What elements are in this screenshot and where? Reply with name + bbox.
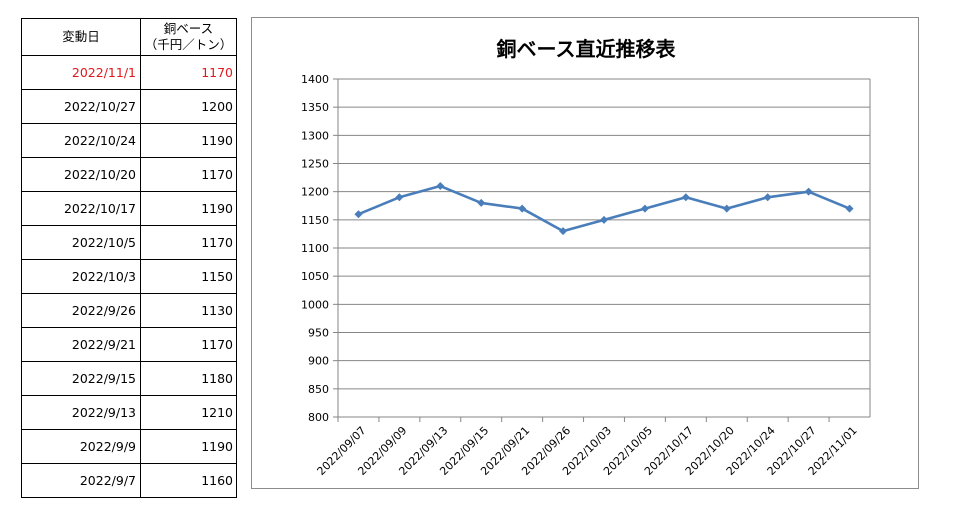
y-tick-label: 1350	[301, 101, 329, 114]
date-cell: 2022/10/17	[21, 191, 141, 226]
chart-title: 銅ベース直近推移表	[497, 37, 677, 61]
data-point-marker	[763, 193, 772, 202]
date-column-header: 変動日	[21, 18, 141, 56]
price-cell: 1170	[140, 225, 237, 260]
y-tick-label: 1300	[301, 129, 329, 142]
table-row: 2022/10/5 1170	[21, 225, 237, 260]
y-tick-label: 1250	[301, 158, 329, 171]
date-cell: 2022/10/27	[21, 89, 141, 124]
price-column-header: 銅ベース （千円／トン）	[140, 18, 237, 56]
table-row: 2022/10/3 1150	[21, 259, 237, 294]
price-cell: 1160	[140, 463, 237, 498]
data-point-marker	[600, 215, 608, 224]
date-cell: 2022/9/26	[21, 293, 141, 328]
table-row: 2022/9/7 1160	[21, 463, 237, 498]
table-row: 2022/9/13 1210	[21, 395, 237, 430]
price-cell: 1200	[140, 89, 237, 124]
table-body: 2022/11/1 1170 2022/10/27 1200 2022/10/24 119…	[21, 55, 237, 498]
table-row: 2022/9/21 1170	[21, 327, 237, 362]
date-cell: 2022/9/21	[21, 327, 141, 362]
price-cell: 1170	[140, 55, 237, 90]
price-header-line1: 銅ベース	[163, 21, 214, 36]
price-cell: 1190	[140, 123, 237, 158]
y-tick-label: 1100	[301, 242, 329, 255]
data-point-marker	[681, 193, 690, 202]
price-cell: 1210	[140, 395, 237, 430]
y-tick-label: 950	[308, 327, 329, 340]
table-row: 2022/10/24 1190	[21, 123, 237, 158]
price-cell: 1130	[140, 293, 237, 328]
date-cell: 2022/9/13	[21, 395, 141, 430]
data-point-marker	[354, 210, 363, 219]
date-cell: 2022/11/1	[21, 55, 141, 90]
date-cell: 2022/10/24	[21, 123, 141, 158]
data-point-marker	[845, 204, 854, 213]
price-cell: 1190	[140, 191, 237, 226]
table-row: 2022/10/17 1190	[21, 191, 237, 226]
price-cell: 1170	[140, 327, 237, 362]
data-point-marker	[722, 204, 731, 213]
data-point-marker	[518, 204, 527, 213]
data-point-marker	[559, 227, 568, 236]
y-tick-label: 1400	[301, 73, 329, 86]
table-row: 2022/10/20 1170	[21, 157, 237, 192]
data-point-marker	[640, 204, 649, 213]
data-point-marker	[804, 187, 813, 196]
table-header-row: 変動日 銅ベース （千円／トン）	[21, 18, 237, 56]
y-tick-label: 1000	[301, 298, 329, 311]
date-cell: 2022/9/7	[21, 463, 141, 498]
price-cell: 1180	[140, 361, 237, 396]
price-table: 変動日 銅ベース （千円／トン） 2022/11/1 1170 2022/10/27…	[21, 18, 237, 498]
price-cell: 1190	[140, 429, 237, 464]
y-tick-label: 1050	[301, 270, 329, 283]
y-tick-label: 850	[308, 383, 329, 396]
y-tick-label: 1200	[301, 186, 329, 199]
line-chart: 銅ベース直近推移表 800 850 900 950 1000 1050 1100 1150 120…	[301, 37, 871, 478]
price-header-line2: （千円／トン）	[144, 37, 233, 52]
table-row: 2022/10/27 1200	[21, 89, 237, 124]
date-cell: 2022/10/5	[21, 225, 141, 260]
date-cell: 2022/9/15	[21, 361, 141, 396]
date-cell: 2022/10/20	[21, 157, 141, 192]
price-cell: 1170	[140, 157, 237, 192]
date-cell: 2022/10/3	[21, 259, 141, 294]
y-tick-label: 1150	[301, 214, 329, 227]
table-row: 2022/9/9 1190	[21, 429, 237, 464]
date-cell: 2022/9/9	[21, 429, 141, 464]
price-cell: 1150	[140, 259, 237, 294]
y-tick-label: 800	[308, 411, 329, 424]
y-tick-label: 900	[308, 355, 329, 368]
table-row: 2022/11/1 1170	[21, 55, 237, 90]
data-point-marker	[436, 182, 445, 191]
chart-frame: 銅ベース直近推移表 800 850 900 950 1000 1050 1100 1150 120…	[251, 17, 919, 489]
table-row: 2022/9/15 1180	[21, 361, 237, 396]
series-line	[357, 184, 851, 233]
table-row: 2022/9/26 1130	[21, 293, 237, 328]
data-point-marker	[395, 193, 404, 202]
data-point-marker	[477, 198, 486, 207]
